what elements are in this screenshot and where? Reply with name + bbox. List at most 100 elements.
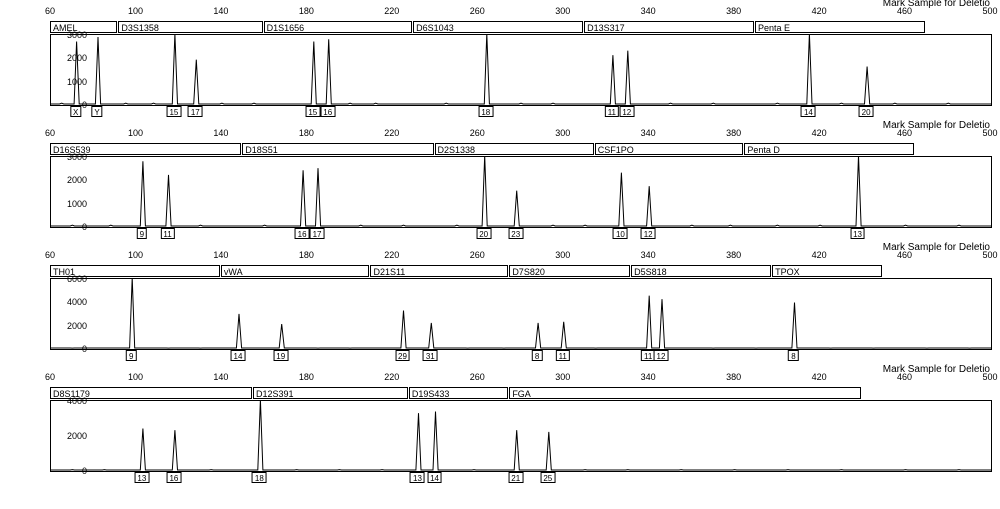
trace-svg: [51, 279, 991, 349]
trace-path: [51, 279, 991, 348]
y-tick: 2000: [51, 431, 87, 441]
x-tick: 340: [641, 250, 656, 260]
x-tick: 500: [982, 6, 997, 16]
allele-call: 11: [556, 350, 570, 361]
allele-call: 12: [654, 350, 669, 361]
allele-call: 17: [310, 228, 325, 239]
x-tick: 300: [555, 372, 570, 382]
electropherogram-root: Mark Sample for Deletio60100140180220260…: [10, 10, 990, 486]
y-tick: 2000: [51, 175, 87, 185]
x-tick: 220: [384, 6, 399, 16]
allele-call: 9: [137, 228, 147, 239]
x-tick: 60: [45, 250, 55, 260]
y-tick: 1000: [51, 199, 87, 209]
x-tick: 100: [128, 128, 143, 138]
x-tick: 140: [213, 250, 228, 260]
allele-call: 25: [540, 472, 555, 483]
allele-call: 12: [619, 106, 634, 117]
x-tick: 460: [897, 128, 912, 138]
x-tick: 500: [982, 128, 997, 138]
allele-call: 23: [508, 228, 523, 239]
x-tick: 380: [726, 6, 741, 16]
allele-call: 31: [423, 350, 438, 361]
allele-call: 13: [134, 472, 149, 483]
locus-box-d7s820: D7S820: [509, 265, 630, 277]
x-tick: 420: [812, 372, 827, 382]
x-tick: 60: [45, 372, 55, 382]
x-tick: 260: [470, 128, 485, 138]
x-tick: 340: [641, 6, 656, 16]
allele-call: 11: [605, 106, 619, 117]
allele-call: 16: [320, 106, 335, 117]
trace-svg: [51, 157, 991, 227]
x-axis: 60100140180220260300340380420460500: [50, 376, 990, 386]
allele-call: 14: [427, 472, 442, 483]
x-tick: 460: [897, 250, 912, 260]
locus-header-row: D16S539D18S51D2S1338CSF1POPenta D: [50, 142, 990, 156]
panel-panel3: Mark Sample for Deletio60100140180220260…: [10, 254, 990, 364]
locus-box-penta d: Penta D: [744, 143, 914, 155]
y-tick: 3000: [51, 152, 87, 162]
y-tick: 4000: [51, 297, 87, 307]
allele-call: 12: [641, 228, 656, 239]
locus-box-d3s1358: D3S1358: [118, 21, 262, 33]
plot-area: 0100020003000: [50, 156, 992, 228]
x-tick: 500: [982, 250, 997, 260]
locus-box-d19s433: D19S433: [409, 387, 508, 399]
locus-box-d6s1043: D6S1043: [413, 21, 583, 33]
allele-call: 18: [478, 106, 493, 117]
locus-header-row: D8S1179D12S391D19S433FGA: [50, 386, 990, 400]
allele-call: X: [70, 106, 81, 117]
y-tick: 1000: [51, 77, 87, 87]
allele-call: 20: [859, 106, 874, 117]
x-tick: 340: [641, 128, 656, 138]
x-tick: 140: [213, 128, 228, 138]
y-tick: 4000: [51, 396, 87, 406]
x-tick: 180: [299, 6, 314, 16]
plot-area: 0100020003000: [50, 34, 992, 106]
allele-row: 91419293181111128: [50, 350, 990, 364]
locus-header-row: TH01vWAD21S11D7S820D5S818TPOX: [50, 264, 990, 278]
allele-call: 11: [160, 228, 174, 239]
x-tick: 140: [213, 372, 228, 382]
trace-path: [51, 35, 991, 104]
locus-box-d1s1656: D1S1656: [264, 21, 413, 33]
x-tick: 180: [299, 250, 314, 260]
allele-call: 10: [613, 228, 628, 239]
x-tick: 380: [726, 372, 741, 382]
y-tick: 6000: [51, 274, 87, 284]
locus-box-vwa: vWA: [221, 265, 370, 277]
allele-call: 21: [508, 472, 523, 483]
plot-area: 0200040006000: [50, 278, 992, 350]
x-tick: 220: [384, 128, 399, 138]
x-tick: 340: [641, 372, 656, 382]
x-tick: 60: [45, 6, 55, 16]
x-tick: 100: [128, 250, 143, 260]
x-tick: 300: [555, 6, 570, 16]
x-tick: 420: [812, 128, 827, 138]
x-tick: 180: [299, 128, 314, 138]
trace-path: [51, 401, 991, 470]
allele-call: 13: [850, 228, 865, 239]
x-tick: 100: [128, 6, 143, 16]
allele-call: 9: [126, 350, 136, 361]
trace-svg: [51, 401, 991, 471]
x-tick: 460: [897, 6, 912, 16]
x-tick: 420: [812, 250, 827, 260]
x-tick: 500: [982, 372, 997, 382]
x-tick: 60: [45, 128, 55, 138]
x-tick: 420: [812, 6, 827, 16]
allele-call: 13: [410, 472, 425, 483]
allele-row: 91116172023101213: [50, 228, 990, 242]
x-tick: 260: [470, 372, 485, 382]
x-tick: 380: [726, 250, 741, 260]
x-tick: 300: [555, 128, 570, 138]
x-tick: 100: [128, 372, 143, 382]
allele-call: 8: [788, 350, 798, 361]
panel-panel4: Mark Sample for Deletio60100140180220260…: [10, 376, 990, 486]
x-tick: 300: [555, 250, 570, 260]
trace-path: [51, 157, 991, 226]
x-tick: 140: [213, 6, 228, 16]
locus-box-penta e: Penta E: [755, 21, 925, 33]
allele-call: 29: [395, 350, 410, 361]
